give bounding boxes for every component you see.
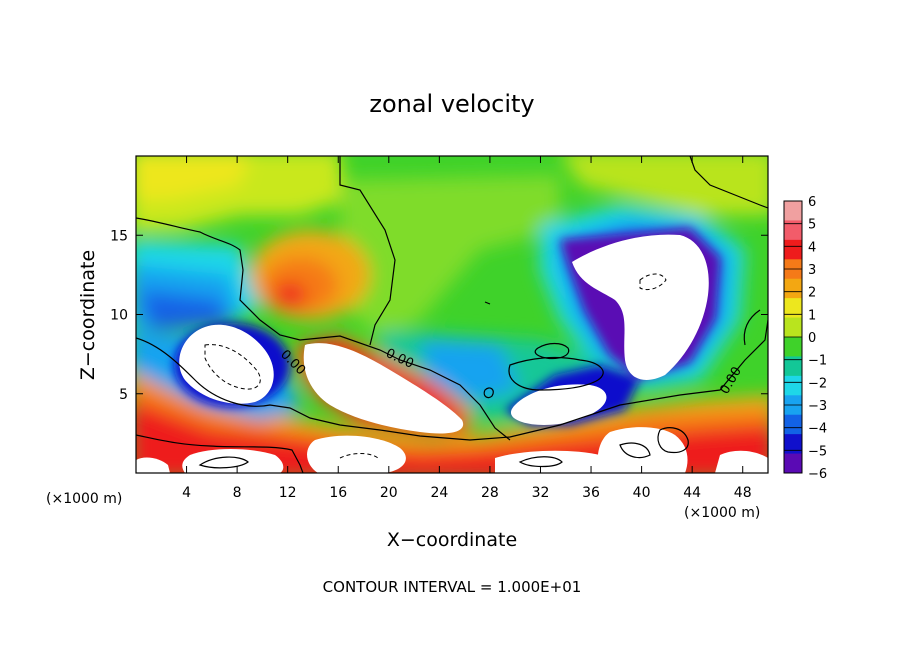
chart-title: zonal velocity [369, 90, 534, 118]
contour-line [743, 309, 761, 346]
contour-line-dashed [639, 273, 667, 291]
colorbar-tick-label: −6 [808, 467, 827, 482]
y-tick-label: 15 [110, 228, 128, 244]
x-tick-label: 20 [380, 485, 398, 501]
x-tick-label: 32 [532, 485, 550, 501]
colorbar-tick-label: 6 [808, 195, 816, 210]
colorbar-swatch [784, 239, 802, 260]
saturated-core-lower [510, 384, 607, 425]
x-tick-label: 36 [582, 485, 600, 501]
contour-line [657, 427, 689, 454]
colorbar-swatch [784, 434, 802, 455]
saturated-core-left [179, 324, 274, 404]
colorbar-swatch [784, 375, 802, 396]
contour-line-dashed [339, 453, 379, 459]
x-tick-label: 16 [329, 485, 347, 501]
colorbar-swatch [784, 414, 802, 435]
colorbar-swatch [784, 201, 802, 221]
colorbar-tick-label: −4 [808, 422, 827, 437]
colorbar-tick-label: 3 [808, 263, 816, 278]
saturated-core-right [572, 234, 709, 380]
heatmap-field [136, 156, 768, 473]
colorbar-tick-label: 5 [808, 218, 816, 233]
contour-line [484, 301, 491, 305]
x-tick-label: 48 [734, 485, 752, 501]
contour-line-dashed [204, 344, 261, 390]
contour-line [136, 434, 304, 473]
contour-line [689, 156, 768, 209]
contour-line [136, 319, 768, 441]
colorbar-tick-label: −3 [808, 399, 827, 414]
colorbar-swatch [784, 278, 802, 299]
colorbar-tick-label: −2 [808, 376, 827, 391]
colorbar-swatch [784, 453, 802, 474]
contour-line [508, 356, 604, 391]
colorbar-tick-label: 1 [808, 308, 816, 323]
x-tick-label: 40 [633, 485, 651, 501]
contour-line [339, 156, 396, 346]
colorbar-swatch [784, 356, 802, 377]
colorbar-swatch [784, 298, 802, 319]
saturated-core-center [303, 343, 464, 434]
colorbar-tick-label: 2 [808, 286, 816, 301]
x-axis-ticks: 4 8 12 16 20 24 28 32 36 40 44 48 [182, 156, 752, 501]
colorbar-tick-label: 4 [808, 240, 816, 255]
contour-line [198, 456, 249, 469]
y-axis-unit: (×1000 m) [46, 491, 122, 507]
x-axis-label: X−coordinate [387, 529, 517, 551]
contour-line [518, 456, 563, 468]
contour-line [483, 387, 494, 399]
contour-line [534, 342, 570, 360]
x-tick-label: 4 [182, 485, 191, 501]
y-tick-label: 5 [119, 387, 128, 403]
colorbar-swatch [784, 337, 802, 357]
x-tick-label: 24 [430, 485, 448, 501]
contour-interval-note: CONTOUR INTERVAL = 1.000E+01 [323, 578, 582, 596]
colorbar-swatch [784, 317, 802, 338]
colorbar-tick-label: −1 [808, 354, 827, 369]
contour-line [619, 442, 651, 459]
colorbar-tick-label: 0 [808, 331, 816, 346]
colorbar-swatch [784, 220, 802, 241]
contour-line [136, 217, 511, 441]
y-axis-ticks: 5 10 15 [110, 228, 768, 403]
colorbar-tick-label: −5 [808, 444, 827, 459]
x-tick-label: 28 [481, 485, 499, 501]
x-axis-unit: (×1000 m) [684, 505, 760, 521]
y-tick-label: 10 [110, 308, 128, 324]
x-tick-label: 8 [233, 485, 242, 501]
y-axis-label: Z−coordinate [77, 250, 99, 380]
colorbar: 6 5 4 3 2 1 0 −1 −2 −3 −4 −5 −6 [783, 195, 827, 482]
x-tick-label: 12 [279, 485, 297, 501]
x-tick-label: 44 [683, 485, 701, 501]
